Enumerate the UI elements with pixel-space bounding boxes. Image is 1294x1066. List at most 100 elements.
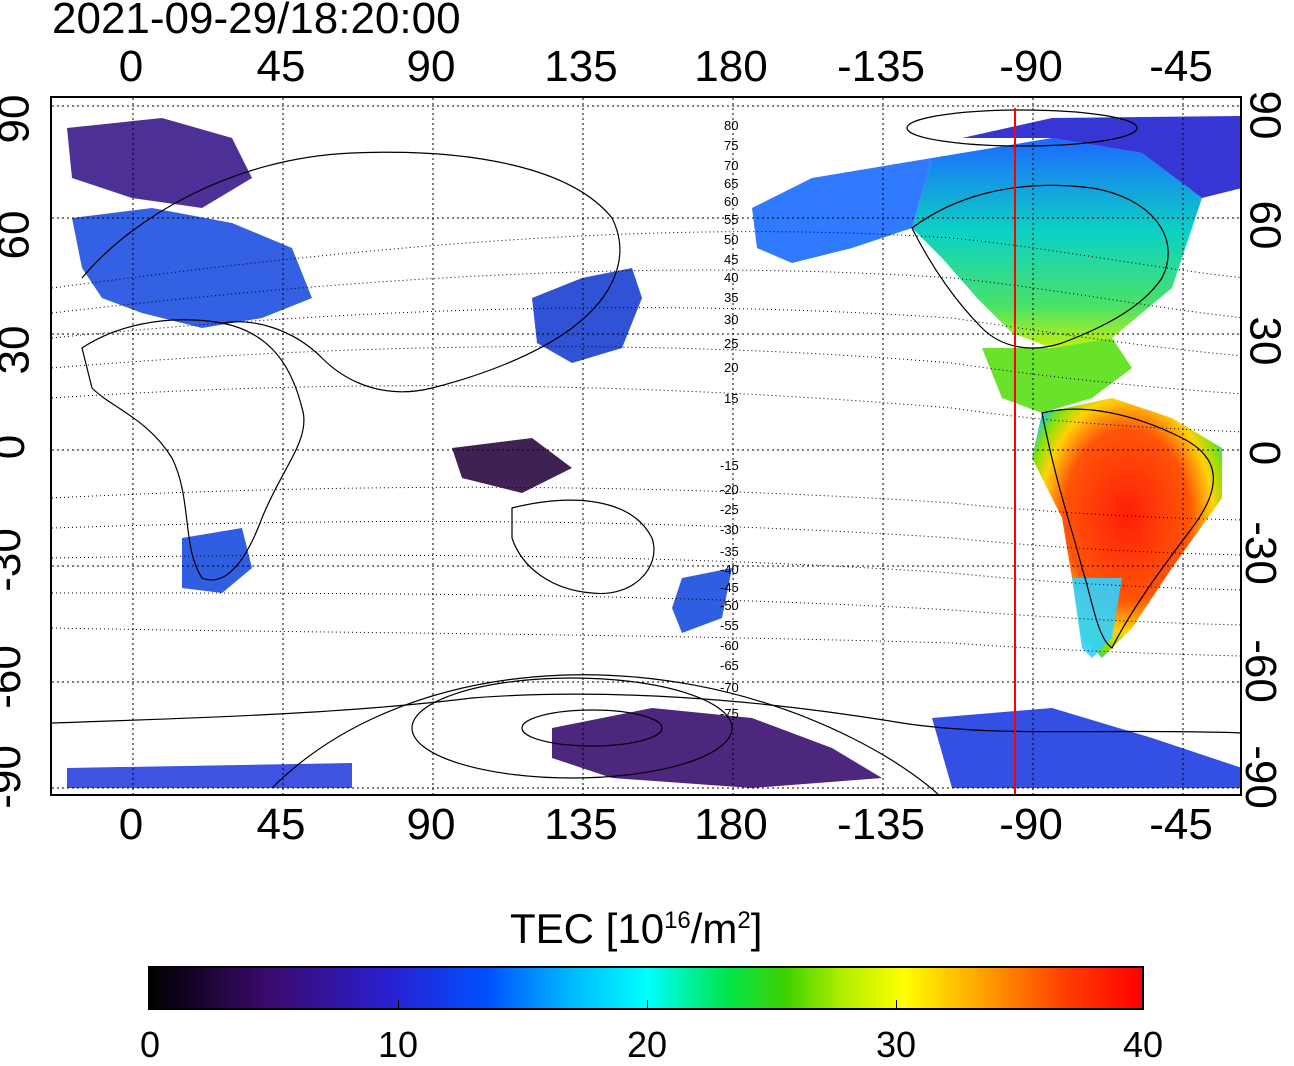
y-tick-right: 0	[1240, 440, 1290, 466]
tec-patch-arctic	[962, 116, 1240, 198]
contour-label: 45	[724, 252, 738, 267]
x-tick-top: 0	[118, 42, 144, 91]
map-canvas: 80 75 70 65 60 55 50 45 40 35 30 25 20 1…	[52, 98, 1240, 794]
contour-label: -20	[720, 482, 739, 497]
contour-label: 15	[724, 391, 738, 406]
y-tick-left: 0	[0, 435, 35, 459]
x-tick-bottom: 180	[694, 800, 768, 849]
x-tick-bottom: 135	[544, 800, 618, 849]
colorbar-tick: 30	[875, 1024, 917, 1065]
contour-label: -35	[720, 544, 739, 559]
contour-label: 30	[724, 312, 738, 327]
x-tick-bottom: -45	[1149, 800, 1213, 849]
tec-patch-indonesia	[452, 438, 572, 493]
y-tick-left: -30	[0, 528, 30, 592]
tec-patch-antarctica-west	[67, 763, 352, 788]
colorbar-mark	[398, 1000, 399, 1010]
contour-label: -70	[720, 680, 739, 695]
contour-label: 20	[724, 360, 738, 375]
colorbar-tick: 40	[1122, 1024, 1164, 1065]
tec-patch-antarctica-atlantic	[932, 708, 1240, 788]
y-tick-right: -90	[1235, 745, 1285, 809]
x-tick-bottom: 45	[256, 800, 306, 849]
x-tick-top: 135	[544, 42, 618, 91]
x-tick-top: 45	[256, 42, 306, 91]
contour-label: -45	[720, 580, 739, 595]
tec-patch-patagonia	[1072, 578, 1122, 658]
contour-label: 55	[724, 212, 738, 227]
tec-patch-antarctica-pacific	[552, 708, 882, 788]
contour-label: -60	[720, 638, 739, 653]
colorbar-title: TEC [1016/m2]	[510, 905, 762, 953]
contour-label: 80	[724, 118, 738, 133]
x-tick-bottom: -90	[999, 800, 1063, 849]
tec-patch-europe	[72, 208, 312, 328]
y-tick-right: -30	[1235, 521, 1285, 585]
colorbar-title-mid: /m	[690, 905, 738, 952]
colorbar-title-exp1: 16	[664, 907, 691, 934]
contour-label: 35	[724, 290, 738, 305]
tec-patch-south-america	[1032, 398, 1222, 658]
colorbar-tick: 10	[377, 1024, 419, 1065]
timestamp: 2021-09-29/18:20:00	[52, 0, 461, 43]
coast-south-america	[1041, 408, 1214, 649]
tec-map: 80 75 70 65 60 55 50 45 40 35 30 25 20 1…	[50, 96, 1242, 796]
coast-australia	[511, 499, 655, 595]
coast-north-america	[911, 184, 1169, 349]
colorbar-title-end: ]	[750, 905, 763, 952]
y-tick-left: -90	[0, 745, 30, 809]
colorbar	[148, 966, 1144, 1010]
tec-patch-scandinavia	[67, 118, 252, 208]
coast-africa	[81, 319, 305, 581]
contour-label: -50	[720, 598, 739, 613]
contour-label: 25	[724, 336, 738, 351]
colorbar-title-exp2: 2	[737, 907, 751, 934]
contour-label: 75	[724, 138, 738, 153]
x-tick-bottom: -135	[836, 800, 926, 849]
map-grid	[52, 98, 1240, 794]
tec-patch-south-africa	[182, 528, 252, 593]
y-tick-left: 90	[0, 94, 39, 144]
tec-patch-central-america	[982, 338, 1132, 413]
y-tick-left: -60	[0, 645, 30, 709]
contour-label: 60	[724, 194, 738, 209]
contour-label: 50	[724, 232, 738, 247]
contour-label: -40	[720, 562, 739, 577]
tec-patches	[67, 116, 1240, 788]
contour-label: -30	[720, 522, 739, 537]
y-tick-left: 60	[0, 210, 39, 260]
auroral-contours	[271, 109, 1138, 794]
x-tick-top: 90	[406, 42, 456, 91]
tec-patch-alaska	[752, 158, 932, 263]
contour-label: -55	[720, 618, 739, 633]
contour-label: -15	[720, 458, 739, 473]
colorbar-tick: 20	[626, 1024, 668, 1065]
contour-label: -25	[720, 502, 739, 517]
contour-label: 40	[724, 270, 738, 285]
tec-patch-north-america	[912, 138, 1202, 348]
contour-labels: 80 75 70 65 60 55 50 45 40 35 30 25 20 1…	[720, 118, 739, 721]
tec-patch-new-zealand	[672, 568, 732, 633]
y-tick-right: -60	[1235, 639, 1285, 703]
x-tick-top: -45	[1149, 42, 1213, 91]
contour-label: -75	[720, 706, 739, 721]
contour-label: 65	[724, 176, 738, 191]
colorbar-title-main: TEC [10	[510, 905, 665, 952]
x-tick-top: -135	[836, 42, 926, 91]
coast-eurasia	[81, 151, 621, 393]
x-tick-top: 180	[694, 42, 768, 91]
y-tick-right: 90	[1240, 90, 1290, 140]
x-tick-bottom: 90	[406, 800, 456, 849]
colorbar-tick: 0	[139, 1024, 161, 1065]
magnetic-contours	[52, 231, 1240, 657]
y-tick-left: 30	[0, 325, 39, 375]
colorbar-mark	[647, 1000, 648, 1010]
colorbar-mark	[896, 1000, 897, 1010]
coast-antarctica	[52, 693, 1240, 734]
contour-label: -65	[720, 658, 739, 673]
x-tick-top: -90	[999, 42, 1063, 91]
contour-label: 70	[724, 158, 738, 173]
coastlines	[52, 151, 1240, 734]
y-tick-right: 60	[1240, 200, 1290, 250]
y-tick-right: 30	[1240, 316, 1290, 366]
